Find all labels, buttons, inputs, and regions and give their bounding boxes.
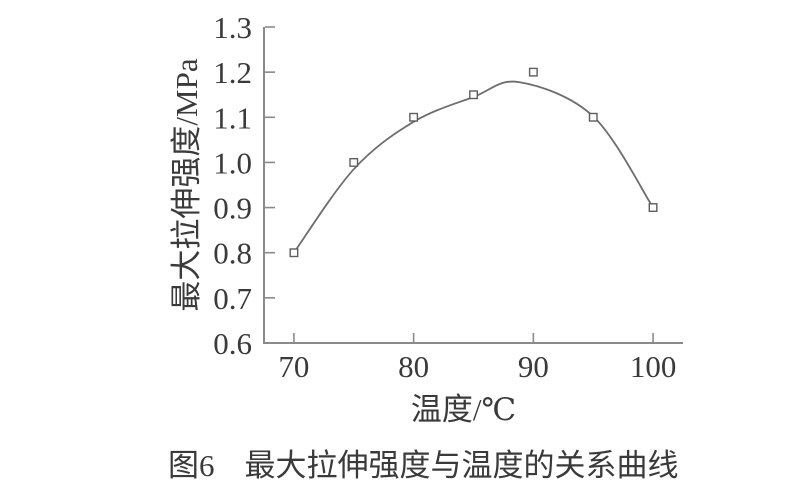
x-tick-label: 100 — [630, 349, 677, 384]
data-point-marker — [588, 112, 598, 122]
data-point-marker — [349, 157, 359, 167]
y-tick-label: 1.0 — [213, 145, 252, 180]
y-tick-label: 0.8 — [213, 236, 252, 271]
data-point-marker — [528, 67, 538, 77]
data-point-marker — [409, 112, 419, 122]
data-point-marker — [469, 90, 478, 100]
y-axis-title: 最大拉伸强度/MPa — [169, 58, 204, 311]
x-tick-label: 80 — [398, 349, 429, 384]
x-axis-title: 温度/℃ — [411, 392, 516, 427]
chart-canvas: 0.6 0.7 0.8 0.9 1.0 1.1 1.2 1.3 70 80 90 100 最大拉伸强度/… — [169, 10, 683, 427]
fit-curve — [293, 80, 654, 254]
figure-title: 最大拉伸强度与温度的关系曲线 — [244, 448, 679, 483]
axes-frame — [263, 27, 683, 344]
figure-number: 图6 — [168, 448, 215, 483]
y-tick-label: 1.1 — [213, 100, 252, 135]
y-tick-label: 1.3 — [213, 10, 252, 45]
y-tick-label: 0.7 — [213, 281, 252, 316]
y-tick-label: 1.2 — [213, 55, 252, 90]
y-tick-label: 0.6 — [213, 326, 252, 361]
data-point-marker — [289, 248, 299, 258]
x-tick-label: 90 — [518, 349, 549, 384]
y-tick-label: 0.9 — [213, 191, 252, 226]
data-point-marker — [648, 203, 658, 213]
x-tick-label: 70 — [278, 349, 309, 384]
figure-caption: 图6 最大拉伸强度与温度的关系曲线 — [168, 440, 679, 485]
